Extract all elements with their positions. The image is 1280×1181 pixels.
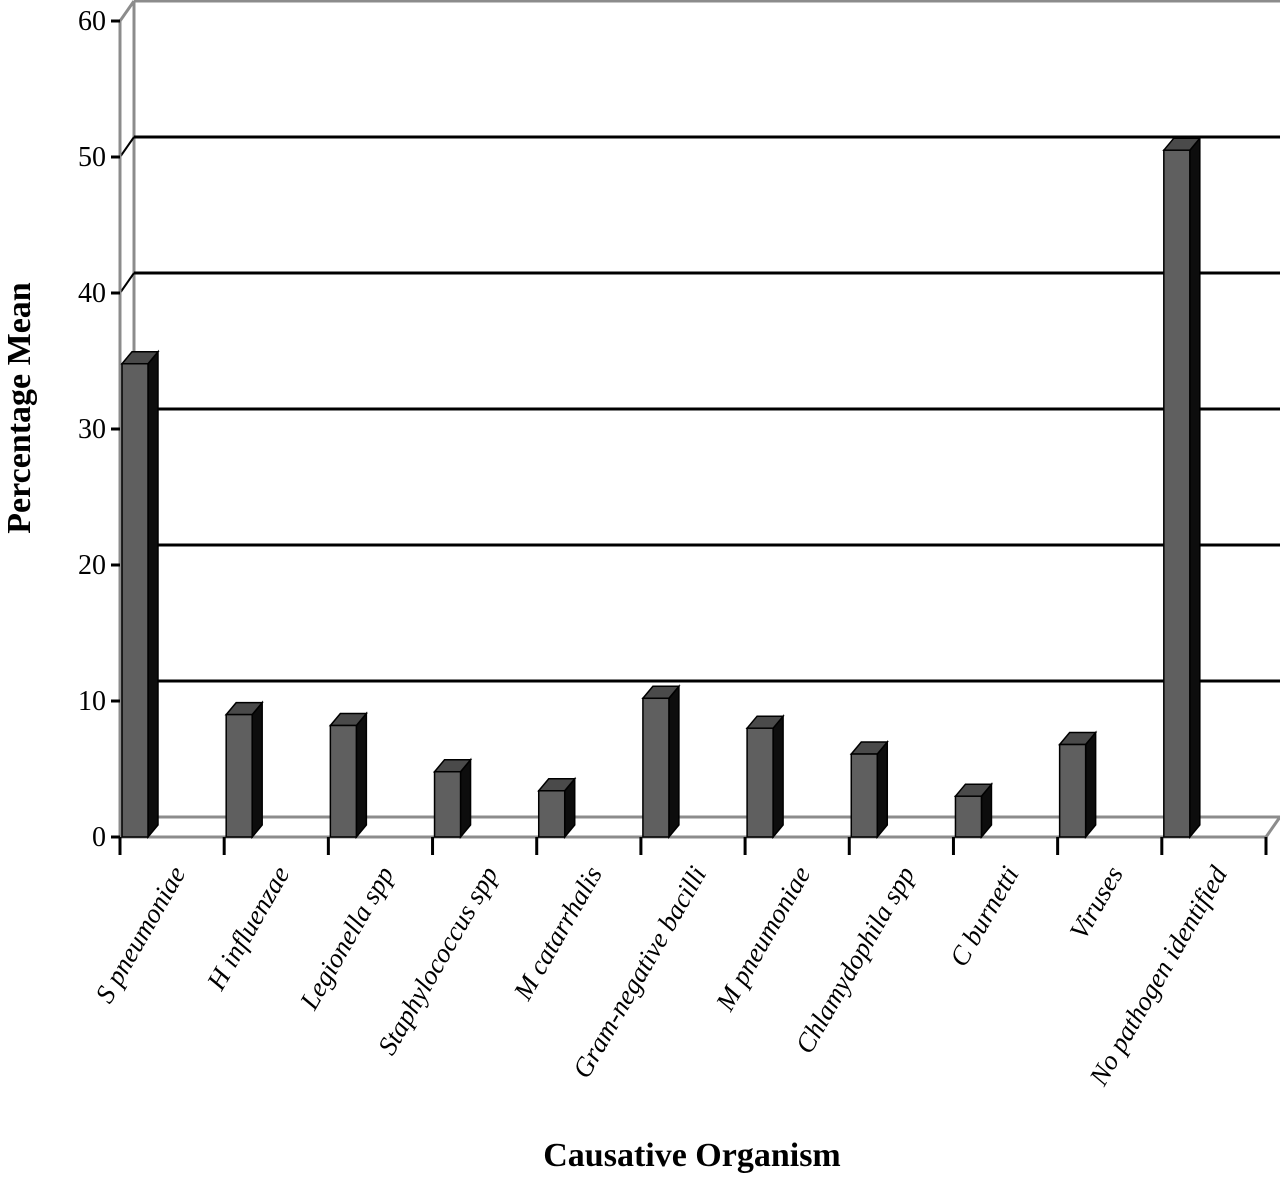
- bar: [849, 739, 889, 840]
- bar: [224, 700, 264, 840]
- bar-front: [537, 790, 566, 838]
- gridline-corner: [119, 272, 135, 294]
- bar-front: [1058, 743, 1087, 838]
- axes: [111, 19, 1268, 855]
- bar: [953, 782, 994, 840]
- bar-front: [121, 362, 149, 838]
- bar: [745, 714, 785, 840]
- bar-side: [1084, 730, 1097, 840]
- y-tick-label: 0: [92, 822, 106, 853]
- x-category-label: Viruses: [1063, 861, 1128, 944]
- bar-front: [225, 713, 253, 838]
- bar-side: [876, 739, 889, 840]
- floor-right-edge: [1264, 816, 1280, 838]
- bar: [537, 776, 577, 840]
- y-axis-title: Percentage Mean: [1, 282, 38, 534]
- bar-front: [433, 770, 462, 838]
- y-tick-label: 20: [78, 550, 106, 581]
- bar-side: [459, 757, 472, 840]
- bar-side: [147, 349, 159, 840]
- x-category-label: H influenzae: [200, 861, 295, 996]
- plot-walls: [118, 0, 1280, 838]
- gridline-corner: [119, 136, 135, 158]
- bar: [432, 757, 473, 840]
- bar-side: [355, 711, 368, 840]
- bar-side: [668, 684, 680, 840]
- x-category-label: C burnetti: [944, 861, 1025, 971]
- bar: [120, 349, 160, 840]
- bar-front: [329, 724, 358, 838]
- bar-side: [772, 714, 784, 840]
- bar-front: [746, 727, 774, 838]
- bar-front: [642, 697, 670, 838]
- y-tick-label: 40: [78, 278, 106, 309]
- bars: [120, 136, 1202, 840]
- x-category-label: Chlamydophila spp: [789, 861, 920, 1059]
- y-tick-label: 50: [78, 142, 106, 173]
- bar: [1162, 136, 1202, 840]
- bar-front: [1163, 149, 1191, 838]
- bar: [641, 684, 681, 840]
- x-category-label: S pneumoniae: [89, 861, 191, 1008]
- x-axis-title: Causative Organism: [543, 1137, 841, 1174]
- bar-side: [251, 700, 263, 840]
- bar-front: [850, 753, 879, 838]
- x-category-label: Staphylococcus spp: [372, 861, 504, 1060]
- bar: [328, 711, 368, 840]
- x-category-label: M pneumoniae: [709, 861, 816, 1016]
- x-category-label: Legionella spp: [293, 861, 399, 1015]
- y-tick-label: 10: [78, 686, 106, 717]
- wall-top-corner: [118, 0, 136, 22]
- bar-side: [1189, 136, 1201, 840]
- y-tick-label: 60: [78, 6, 106, 37]
- bar: [1058, 730, 1098, 840]
- labels: 0 10 20 30 40 50 60 S pneumoniae H influenzaeLeg…: [78, 6, 1233, 1091]
- gridlines: [119, 135, 1280, 702]
- bar-front: [954, 795, 983, 838]
- y-tick-label: 30: [78, 414, 106, 445]
- x-category-label: M catarrhalis: [507, 861, 608, 1006]
